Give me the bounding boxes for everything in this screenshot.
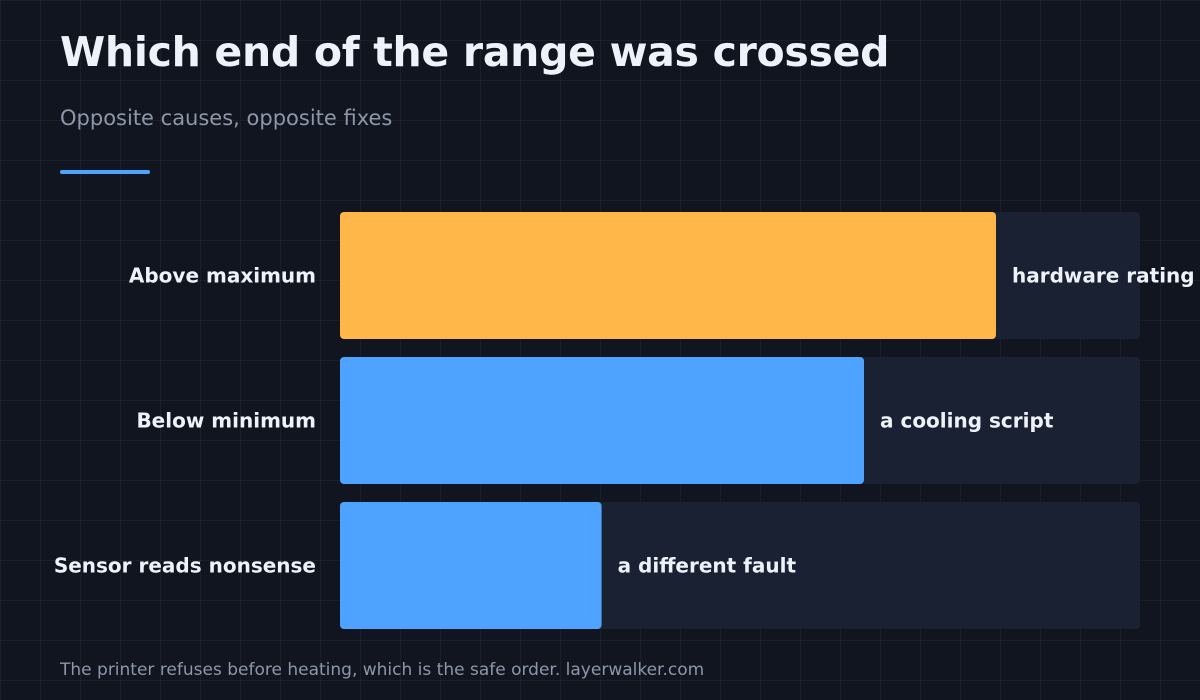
bar <box>340 212 996 339</box>
accent-divider <box>60 170 150 174</box>
bar <box>340 357 864 484</box>
bar <box>340 502 602 629</box>
bar-label: a cooling script <box>880 409 1054 433</box>
category-label: Sensor reads nonsense <box>54 554 316 578</box>
bar-label: hardware rating <box>1012 264 1195 288</box>
source-note: The printer refuses before heating, whic… <box>60 660 705 680</box>
bar-row-sensor-reads-nonsense: Sensor reads nonsense a different fault <box>54 502 1140 629</box>
category-label: Above maximum <box>129 264 316 288</box>
bar-row-above-maximum: Above maximum hardware rating <box>129 212 1195 339</box>
chart-subtitle: Opposite causes, opposite fixes <box>60 106 393 130</box>
bar-label: a different fault <box>618 554 797 578</box>
bar-row-below-minimum: Below minimum a cooling script <box>136 357 1140 484</box>
category-label: Below minimum <box>136 409 316 433</box>
chart-title: Which end of the range was crossed <box>60 28 890 76</box>
